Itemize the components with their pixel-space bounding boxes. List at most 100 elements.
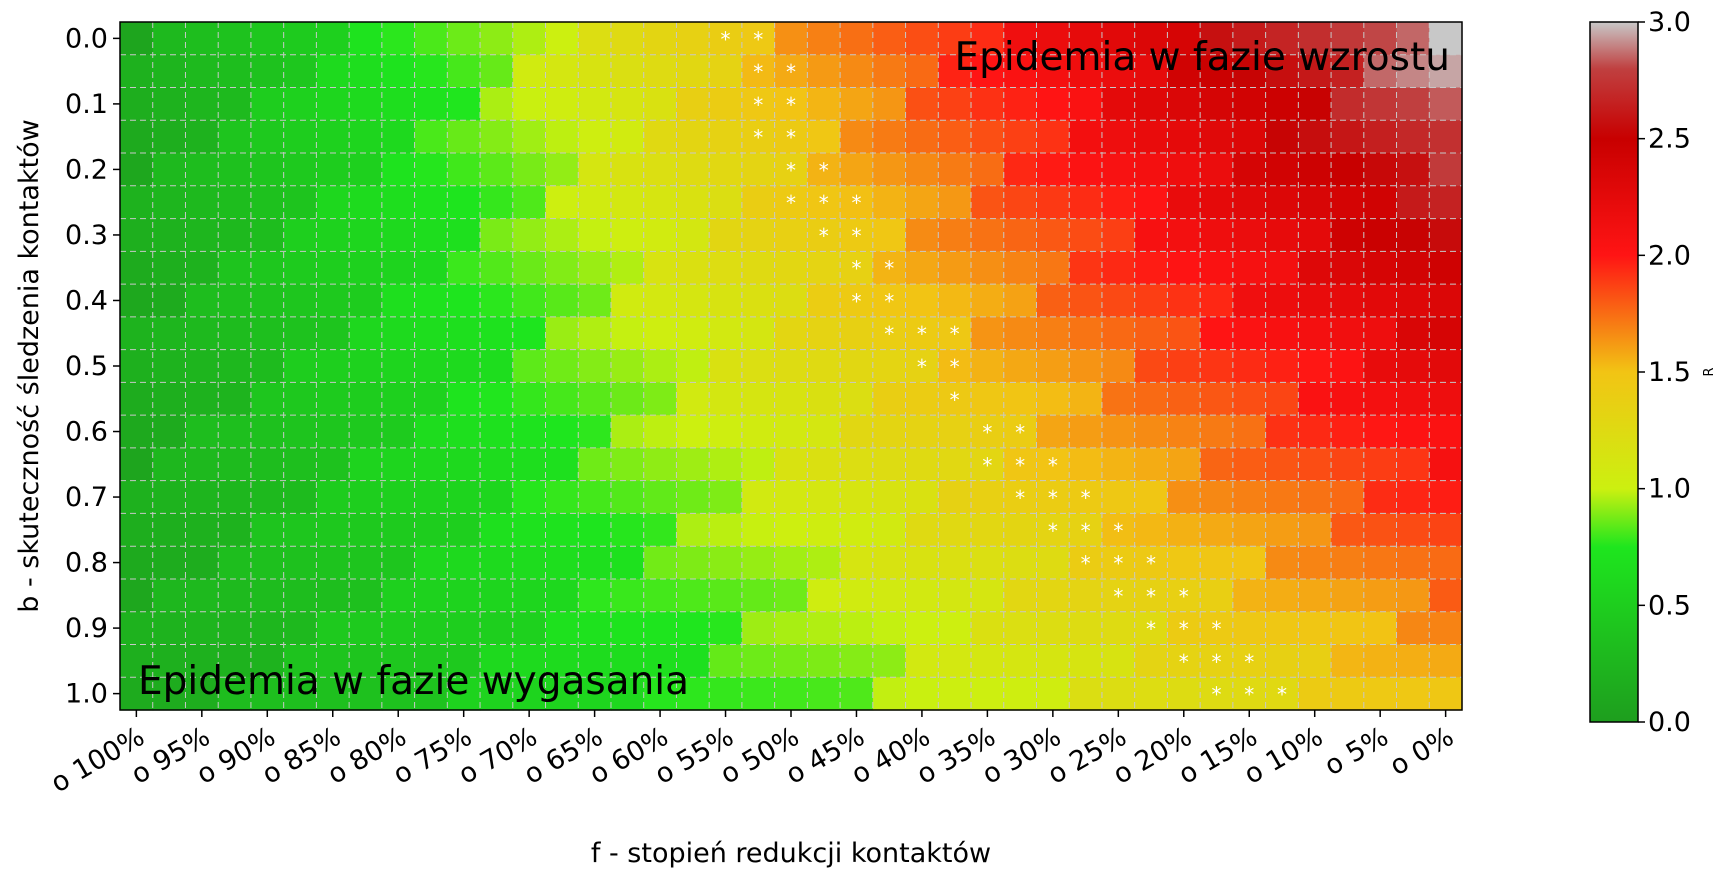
heatmap-cell bbox=[840, 546, 874, 580]
heatmap-cell bbox=[1167, 644, 1201, 678]
heatmap-cell bbox=[1331, 185, 1365, 220]
heatmap-cell bbox=[1396, 349, 1430, 383]
heatmap-cell bbox=[1429, 611, 1463, 646]
heatmap-cell bbox=[349, 349, 383, 383]
heatmap-cell bbox=[152, 513, 187, 547]
heatmap-cell bbox=[349, 185, 383, 220]
heatmap-cell bbox=[480, 513, 514, 547]
heatmap-cell bbox=[643, 447, 678, 482]
heatmap-cell bbox=[250, 644, 285, 678]
heatmap-cell bbox=[316, 54, 350, 89]
heatmap-cell bbox=[545, 349, 579, 383]
heatmap-cell bbox=[774, 578, 808, 613]
heatmap-cell bbox=[1265, 382, 1299, 416]
heatmap-cell bbox=[349, 513, 383, 547]
heatmap-cell bbox=[1003, 349, 1038, 383]
heatmap-cell bbox=[349, 120, 383, 154]
heatmap-cell bbox=[1036, 153, 1070, 187]
heatmap-cell bbox=[938, 54, 972, 89]
heatmap-cell bbox=[709, 382, 743, 416]
heatmap-cell bbox=[1167, 87, 1201, 121]
heatmap-cell bbox=[283, 87, 317, 121]
heatmap-cell bbox=[905, 677, 939, 711]
heatmap-cell bbox=[643, 284, 678, 318]
heatmap-cell bbox=[414, 120, 448, 154]
heatmap-cell bbox=[971, 644, 1005, 678]
heatmap-cell bbox=[840, 218, 874, 252]
heatmap-cell bbox=[971, 218, 1005, 252]
heatmap-cell bbox=[1003, 54, 1038, 89]
heatmap-cell bbox=[840, 677, 874, 711]
threshold-marker: * bbox=[786, 60, 796, 84]
threshold-marker: * bbox=[950, 322, 960, 346]
heatmap-cell bbox=[1265, 22, 1299, 56]
heatmap-cell bbox=[774, 447, 808, 482]
heatmap-cell bbox=[676, 185, 710, 220]
heatmap-cell bbox=[250, 120, 285, 154]
y-axis-ticks: 0.0 0.1 0.2 0.3 0.4 0.5 0.6 0.7 0.8 0.9 1.0 bbox=[65, 23, 120, 710]
heatmap-cell bbox=[1396, 87, 1430, 121]
heatmap-cell bbox=[643, 316, 678, 351]
heatmap-cell bbox=[1003, 382, 1038, 416]
heatmap-cell bbox=[905, 22, 939, 56]
heatmap-cell bbox=[676, 644, 710, 678]
heatmap-cell bbox=[1298, 578, 1332, 613]
heatmap-cell bbox=[643, 644, 678, 678]
heatmap-cell bbox=[1200, 185, 1234, 220]
heatmap-cell bbox=[938, 153, 972, 187]
heatmap-cell bbox=[971, 611, 1005, 646]
heatmap-cell bbox=[741, 120, 776, 154]
heatmap-cell bbox=[610, 480, 645, 515]
heatmap-cell bbox=[578, 513, 612, 547]
heatmap-cell bbox=[1101, 185, 1136, 220]
heatmap-cell bbox=[545, 185, 579, 220]
heatmap-cell bbox=[840, 415, 874, 449]
heatmap-cell bbox=[1298, 218, 1332, 252]
heatmap-cell bbox=[774, 611, 808, 646]
heatmap-cell bbox=[480, 120, 514, 154]
heatmap-cell bbox=[872, 382, 907, 416]
heatmap-cell bbox=[1069, 480, 1103, 515]
heatmap-cell bbox=[1069, 644, 1103, 678]
heatmap-cell bbox=[250, 415, 285, 449]
heatmap-cell bbox=[643, 578, 678, 613]
heatmap-cell bbox=[643, 611, 678, 646]
threshold-marker: * bbox=[917, 322, 927, 346]
heatmap-cell bbox=[1101, 349, 1136, 383]
heatmap-cell bbox=[1396, 480, 1430, 515]
heatmap-cell bbox=[316, 218, 350, 252]
heatmap-cell bbox=[840, 87, 874, 121]
heatmap-cell bbox=[676, 251, 710, 285]
threshold-marker: * bbox=[819, 158, 829, 182]
heatmap-cell bbox=[578, 546, 612, 580]
heatmap-cell bbox=[185, 316, 219, 351]
heatmap-cell bbox=[152, 185, 187, 220]
heatmap-cell bbox=[545, 578, 579, 613]
colorbar-tick-label: 2.0 bbox=[1648, 240, 1691, 271]
y-tick-label: 0.9 bbox=[65, 613, 108, 644]
heatmap-cell bbox=[1363, 153, 1398, 187]
heatmap-cell bbox=[512, 447, 547, 482]
heatmap-cell bbox=[1298, 677, 1332, 711]
heatmap-cell bbox=[840, 513, 874, 547]
heatmap-cell bbox=[185, 22, 219, 56]
heatmap-cell bbox=[152, 87, 187, 121]
heatmap-cell bbox=[1134, 644, 1169, 678]
heatmap-cell bbox=[349, 218, 383, 252]
heatmap-cell bbox=[610, 677, 645, 711]
heatmap-cell bbox=[872, 611, 907, 646]
heatmap-cell bbox=[120, 415, 154, 449]
heatmap-cell bbox=[610, 382, 645, 416]
heatmap-cell bbox=[807, 611, 841, 646]
heatmap-cell bbox=[1363, 480, 1398, 515]
threshold-marker: * bbox=[1048, 486, 1058, 510]
heatmap-cell bbox=[872, 120, 907, 154]
heatmap-cell bbox=[807, 185, 841, 220]
heatmap-cell bbox=[774, 644, 808, 678]
heatmap-cell bbox=[643, 677, 678, 711]
heatmap-cell bbox=[447, 644, 481, 678]
heatmap-cell bbox=[905, 578, 939, 613]
heatmap-cell bbox=[1331, 480, 1365, 515]
heatmap-cell bbox=[741, 22, 776, 56]
heatmap-cell bbox=[1200, 87, 1234, 121]
